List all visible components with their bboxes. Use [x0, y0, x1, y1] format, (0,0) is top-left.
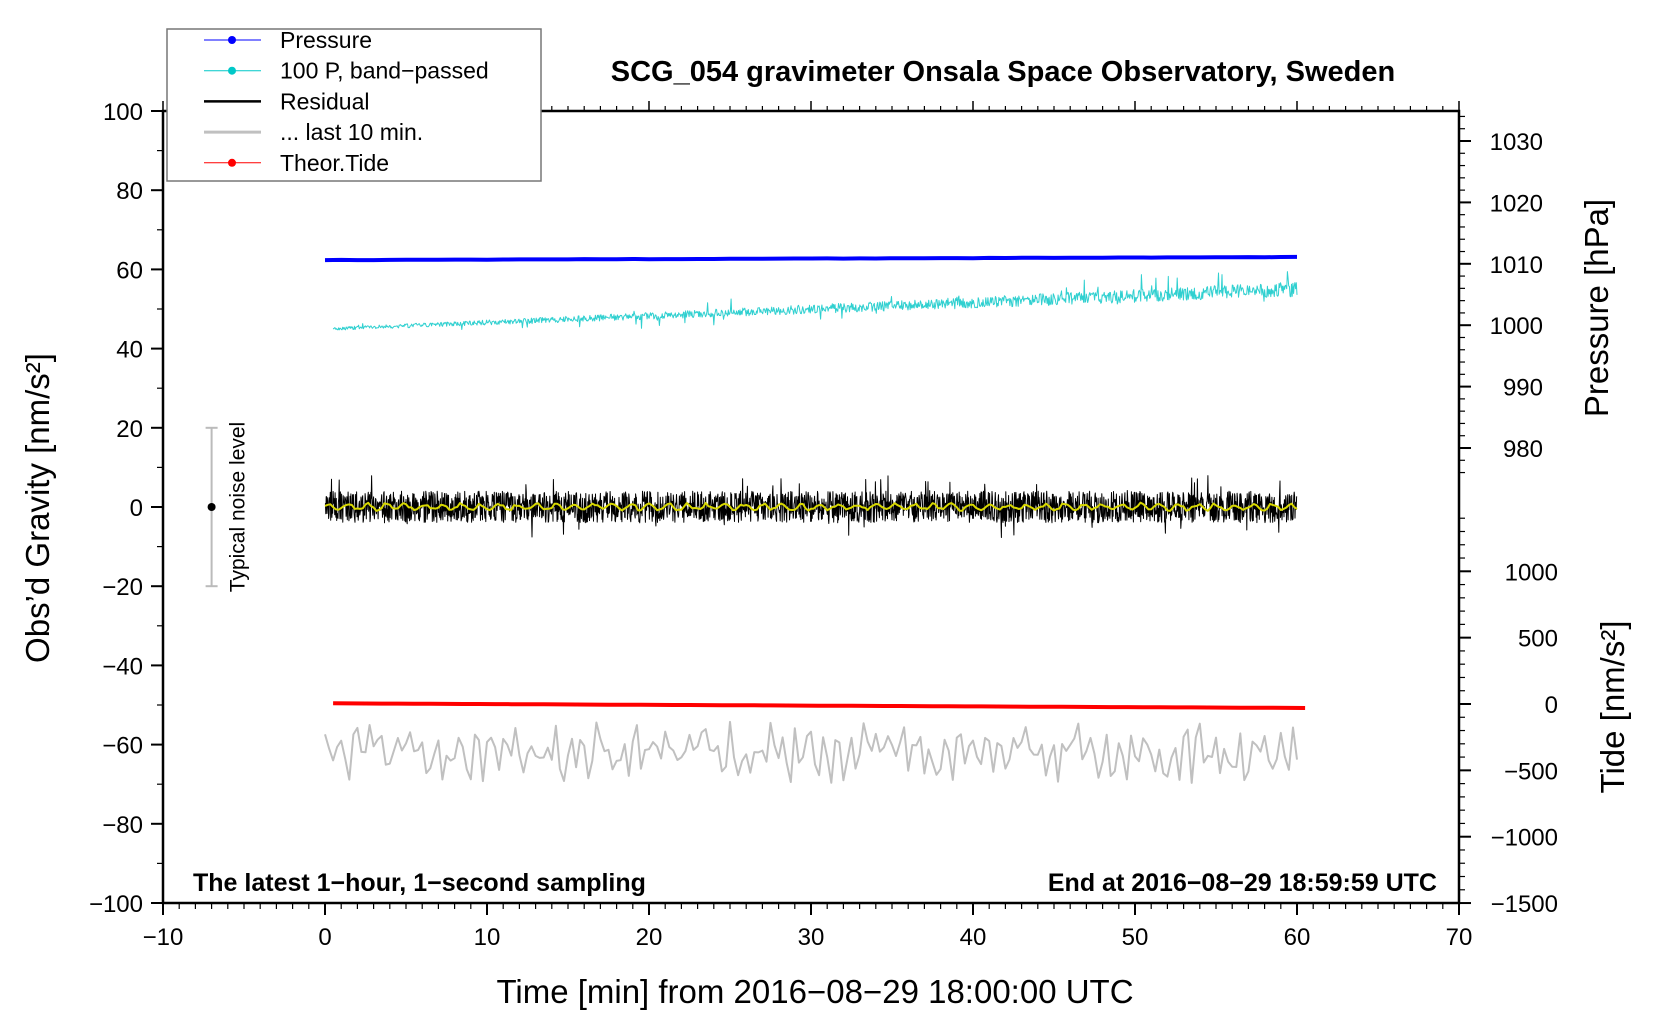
- x-tick-label: 0: [318, 924, 331, 951]
- y-tick-label: −60: [102, 733, 143, 760]
- legend: Pressure 100 P, band−passed Residual ... la…: [166, 27, 542, 182]
- noise-bar-label: Typical noise level: [227, 422, 250, 592]
- series-theor-tide: [333, 701, 1306, 710]
- annotation-right: End at 2016−08−29 18:59:59 UTC: [1048, 869, 1437, 897]
- pressure-tick-label: 1030: [1490, 129, 1543, 156]
- legend-marker: [228, 36, 236, 44]
- y-axis-label-tide: Tide [nm/s²]: [1594, 621, 1631, 794]
- pressure-tick-label: 1000: [1490, 313, 1543, 340]
- series-pressure-band-passed: [332, 271, 1298, 331]
- pressure-tick-label: 980: [1503, 436, 1543, 463]
- legend-label: Pressure: [280, 27, 372, 53]
- y-tick-label: 60: [116, 257, 143, 284]
- y-axis-label-pressure: Pressure [hPa]: [1578, 199, 1615, 417]
- x-tick-label: 70: [1446, 924, 1473, 951]
- legend-label: ... last 10 min.: [280, 119, 423, 145]
- pressure-tick-label: 1010: [1490, 252, 1543, 279]
- y-tick-label: −80: [102, 812, 143, 839]
- series-residual: [324, 475, 1298, 538]
- y-tick-label: 80: [116, 178, 143, 205]
- pressure-tick-label: 1020: [1490, 190, 1543, 217]
- series-pressure: [324, 254, 1298, 263]
- y-tick-label: −100: [89, 891, 143, 918]
- tide-tick-label: −500: [1504, 758, 1558, 785]
- y-tick-label: −40: [102, 653, 143, 680]
- series-residual-smoothed: [324, 501, 1298, 512]
- series-last-10-min: [324, 720, 1298, 784]
- x-axis-label: Time [min] from 2016−08−29 18:00:00 UTC: [496, 973, 1133, 1010]
- tide-tick-label: 1000: [1505, 559, 1558, 586]
- tide-tick-label: −1500: [1491, 891, 1558, 918]
- x-tick-label: 60: [1284, 924, 1311, 951]
- y-tick-label: −20: [102, 574, 143, 601]
- legend-label: Theor.Tide: [280, 150, 389, 176]
- x-tick-label: 30: [798, 924, 825, 951]
- x-tick-label: 10: [474, 924, 501, 951]
- legend-label: Residual: [280, 88, 370, 114]
- x-tick-label: 20: [636, 924, 663, 951]
- legend-marker: [228, 66, 236, 75]
- tide-tick-label: 500: [1518, 626, 1558, 653]
- y-tick-label: 20: [116, 416, 143, 443]
- plot-frame: [161, 109, 1461, 905]
- chart-title: SCG_054 gravimeter Onsala Space Observat…: [611, 56, 1395, 88]
- x-tick-label: 40: [960, 924, 987, 951]
- tide-tick-label: −1000: [1491, 825, 1558, 852]
- tide-tick-label: 0: [1545, 692, 1558, 719]
- y-tick-label: 100: [103, 99, 143, 126]
- legend-marker: [228, 158, 236, 167]
- noise-bar-center-dot: [207, 503, 216, 511]
- y-tick-label: 0: [130, 495, 143, 522]
- x-tick-label: −10: [143, 924, 184, 951]
- legend-label: 100 P, band−passed: [280, 58, 489, 84]
- y-tick-label: 40: [116, 337, 143, 364]
- y-axis-label-gravity: Obs’d Gravity [nm/s²]: [19, 353, 56, 663]
- legend-box: [166, 28, 542, 182]
- pressure-tick-label: 990: [1503, 375, 1543, 402]
- x-tick-label: 50: [1122, 924, 1149, 951]
- annotation-left: The latest 1−hour, 1−second sampling: [193, 869, 646, 897]
